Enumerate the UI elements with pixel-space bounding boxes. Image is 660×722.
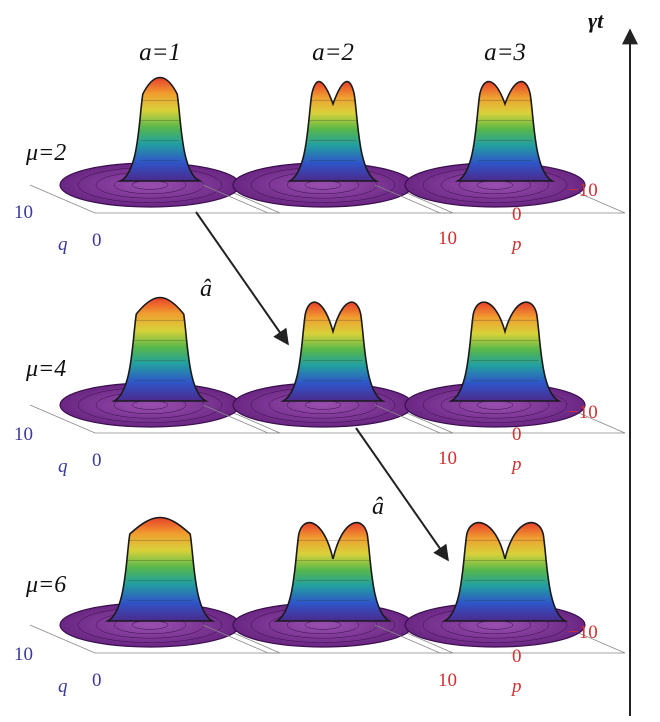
surface-panel-r2-c3 xyxy=(374,301,626,434)
surface-panels xyxy=(29,76,626,654)
row-label-mu6: μ=6 xyxy=(25,572,66,598)
q-axis-label: q xyxy=(58,676,68,697)
operator-arrow-2 xyxy=(355,427,449,562)
p-axis-row3: −10 0 10 p xyxy=(438,622,598,697)
p-tick-neg10: −10 xyxy=(568,402,598,423)
surface-peak xyxy=(454,80,556,182)
surface-peak xyxy=(273,521,393,622)
floor-plane xyxy=(29,404,281,434)
floor-plane xyxy=(202,624,454,654)
surface-panel-r2-c2 xyxy=(202,301,454,434)
time-axis-label: γt xyxy=(588,8,604,33)
column-label-a2: a=2 xyxy=(312,39,354,66)
q-tick-0: 0 xyxy=(92,230,102,251)
row-label-mu2: μ=2 xyxy=(25,140,66,166)
surface-panel-r3-c2 xyxy=(202,521,454,654)
p-tick-0: 0 xyxy=(512,424,522,445)
operator-label-2: â xyxy=(372,494,384,520)
operator-arrow-1 xyxy=(195,211,289,346)
q-axis-label: q xyxy=(58,456,68,477)
surface-panel-r1-c3 xyxy=(374,80,626,214)
surface-peak xyxy=(117,76,203,182)
q-tick-0: 0 xyxy=(92,670,102,691)
surface-panel-r1-c1 xyxy=(29,76,281,214)
q-tick-0: 0 xyxy=(92,450,102,471)
surface-peak xyxy=(280,301,386,402)
floor-plane xyxy=(29,624,281,654)
p-tick-0: 0 xyxy=(512,646,522,667)
q-tick-10: 10 xyxy=(14,424,33,445)
floor-plane xyxy=(29,184,281,214)
p-tick-10: 10 xyxy=(438,670,457,691)
surface-peak xyxy=(448,301,562,402)
surface-peak xyxy=(441,521,569,622)
p-tick-0: 0 xyxy=(512,204,522,225)
p-tick-neg10: −10 xyxy=(568,622,598,643)
surface-peak xyxy=(111,296,209,402)
floor-plane xyxy=(374,404,626,434)
p-axis-label: p xyxy=(510,454,522,475)
p-axis-row2: −10 0 10 p xyxy=(438,402,598,475)
p-axis-label: p xyxy=(510,676,522,697)
floor-plane xyxy=(202,184,454,214)
surface-panel-r3-c3 xyxy=(374,521,626,654)
q-tick-10: 10 xyxy=(14,644,33,665)
operator-label-1: â xyxy=(200,276,212,302)
q-axis-label: q xyxy=(58,234,68,255)
q-axis-row2: 10 q 0 xyxy=(14,424,102,477)
p-axis-row1: −10 0 10 p xyxy=(438,180,598,255)
p-tick-neg10: −10 xyxy=(568,180,598,201)
column-label-a3: a=3 xyxy=(484,39,526,66)
surface-peak xyxy=(104,516,216,622)
q-tick-10: 10 xyxy=(14,202,33,223)
q-axis-row3: 10 q 0 xyxy=(14,644,102,697)
surface-peak xyxy=(286,80,380,182)
floor-plane xyxy=(374,184,626,214)
row-label-mu4: μ=4 xyxy=(25,356,66,382)
q-axis-row1: 10 q 0 xyxy=(14,202,102,255)
p-tick-10: 10 xyxy=(438,448,457,469)
column-label-a1: a=1 xyxy=(139,39,181,66)
surface-panel-r1-c2 xyxy=(202,80,454,214)
surface-panel-r3-c1 xyxy=(29,516,281,654)
p-axis-label: p xyxy=(510,234,522,255)
p-tick-10: 10 xyxy=(438,228,457,249)
floor-plane xyxy=(374,624,626,654)
